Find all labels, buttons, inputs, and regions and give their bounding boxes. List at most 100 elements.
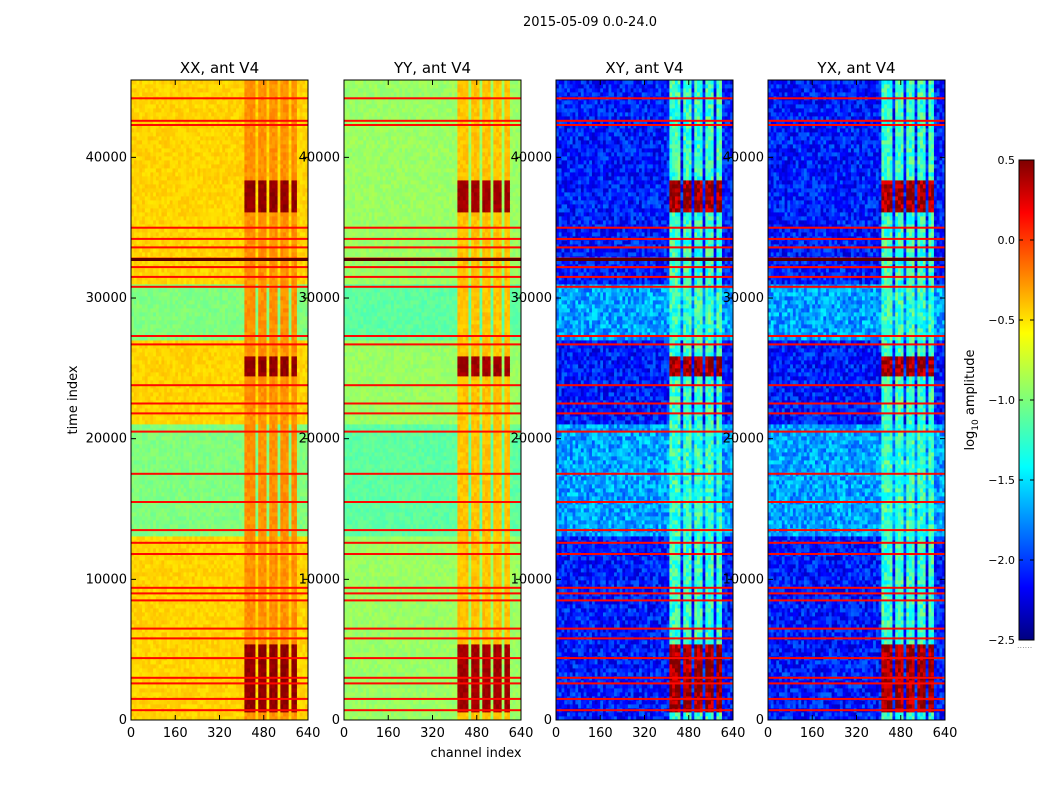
heatmap-cell <box>296 700 301 705</box>
heatmap-cell <box>178 616 182 621</box>
heatmap-cell <box>211 572 215 577</box>
heatmap-cell <box>222 576 226 581</box>
heatmap-cell <box>241 608 245 613</box>
heatmap-cell <box>288 544 292 549</box>
heatmap-cell <box>225 424 229 429</box>
heatmap-cell <box>244 452 248 457</box>
heatmap-cell <box>230 548 234 553</box>
heatmap-cell <box>291 428 295 433</box>
heatmap-cell <box>175 468 179 473</box>
heatmap-cell <box>200 632 204 637</box>
heatmap-cell <box>258 480 262 485</box>
heatmap-cell <box>158 532 162 537</box>
heatmap-cell <box>169 432 173 437</box>
heatmap-cell <box>164 420 168 425</box>
heatmap-cell <box>158 672 162 677</box>
heatmap-cell <box>272 520 276 525</box>
heatmap-cell <box>216 492 220 497</box>
heatmap-cell <box>280 448 284 453</box>
heatmap-cell <box>164 716 168 721</box>
heatmap-cell <box>296 484 301 489</box>
heatmap-cell <box>153 464 157 469</box>
heatmap-cell <box>280 560 284 565</box>
heatmap-cell <box>244 424 248 429</box>
heatmap-cell <box>241 616 245 621</box>
heatmap-cell <box>288 608 292 613</box>
heatmap-cell <box>202 668 207 673</box>
heatmap-cell <box>213 532 218 537</box>
heatmap-cell <box>269 460 273 465</box>
heatmap-cell <box>266 704 270 709</box>
heatmap-cell <box>178 524 182 529</box>
heatmap-cell <box>296 440 301 445</box>
heatmap-cell <box>216 672 220 677</box>
heatmap-cell <box>263 596 267 601</box>
heatmap-cell <box>202 548 207 553</box>
heatmap-cell <box>252 704 256 709</box>
heatmap-cell <box>222 544 226 549</box>
heatmap-cell <box>230 496 234 501</box>
heatmap-cell <box>219 712 223 717</box>
panel-1: XX, ant V40 160 320 480 64001000020000300004… <box>86 59 321 741</box>
heatmap-cell <box>299 556 303 561</box>
heatmap-cell <box>194 420 198 425</box>
heatmap-cell <box>158 640 162 645</box>
heatmap-cell <box>288 604 292 609</box>
heatmap-cell <box>169 584 173 589</box>
heatmap-cell <box>194 524 198 529</box>
heatmap-cell <box>144 408 148 413</box>
heatmap-cell <box>172 548 176 553</box>
heatmap-cell <box>200 572 204 577</box>
heatmap-cell <box>230 456 234 461</box>
heatmap-cell <box>252 536 256 541</box>
heatmap-cell <box>189 420 193 425</box>
heatmap-cell <box>155 672 160 677</box>
heatmap-cell <box>183 456 187 461</box>
heatmap-cell <box>202 644 207 649</box>
heatmap-cell <box>175 416 179 421</box>
heatmap-cell <box>238 560 243 565</box>
heatmap-cell <box>219 524 223 529</box>
heatmap-cell <box>161 496 165 501</box>
heatmap-cell <box>227 664 231 669</box>
heatmap-cell <box>155 588 160 593</box>
heatmap-cell <box>133 468 137 473</box>
heatmap-cell <box>166 640 171 645</box>
heatmap-cell <box>252 524 256 529</box>
heatmap-cell <box>169 660 173 665</box>
heatmap-cell <box>305 664 309 669</box>
heatmap-cell <box>202 436 207 441</box>
heatmap-cell <box>285 660 290 665</box>
heatmap-cell <box>277 604 281 609</box>
heatmap-cell <box>133 640 137 645</box>
heatmap-cell <box>285 652 290 657</box>
heatmap-cell <box>194 508 198 513</box>
heatmap-cell <box>302 688 306 693</box>
heatmap-cell <box>180 652 184 657</box>
heatmap-cell <box>266 452 270 457</box>
heatmap-cell <box>272 664 276 669</box>
heatmap-cell <box>236 492 240 497</box>
heatmap-cell <box>158 556 162 561</box>
heatmap-cell <box>255 620 259 625</box>
heatmap-cell <box>202 624 207 629</box>
heatmap-cell <box>200 652 204 657</box>
heatmap-cell <box>164 408 168 413</box>
heatmap-cell <box>280 568 284 573</box>
heatmap-cell <box>213 632 218 637</box>
heatmap-cell <box>230 564 234 569</box>
heatmap-cell <box>183 640 187 645</box>
heatmap-cell <box>183 416 187 421</box>
heatmap-cell <box>186 532 190 537</box>
heatmap-cell <box>213 700 218 705</box>
heatmap-cell <box>260 684 265 689</box>
heatmap-cell <box>175 588 179 593</box>
heatmap-cell <box>249 640 254 645</box>
heatmap-cell <box>208 664 212 669</box>
heatmap-cell <box>161 480 165 485</box>
heatmap-cell <box>274 544 278 549</box>
heatmap-cell <box>175 444 179 449</box>
heatmap-cell <box>208 624 212 629</box>
heatmap-cell <box>166 700 171 705</box>
heatmap-cell <box>180 488 184 493</box>
